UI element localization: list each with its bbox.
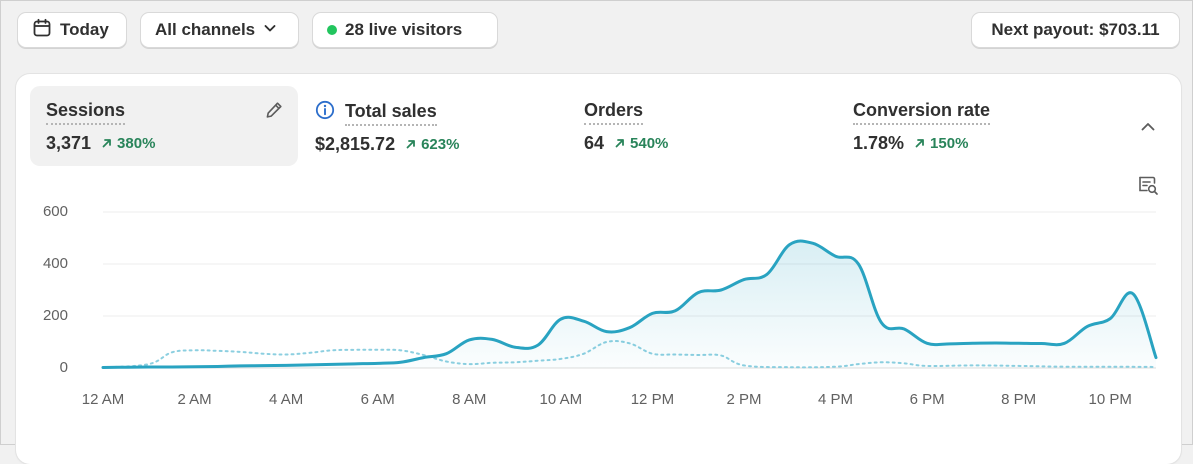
next-payout-button[interactable]: Next payout: $703.11 <box>971 12 1180 48</box>
metric-label: Total sales <box>345 101 437 126</box>
sessions-series-line <box>101 239 1158 369</box>
metric-orders[interactable]: Orders 64 540% <box>568 86 836 166</box>
x-tick-label: 4 AM <box>269 391 304 408</box>
x-tick-label: 12 PM <box>630 391 675 408</box>
channel-filter-dropdown[interactable]: All channels <box>140 12 299 48</box>
x-tick-label: 2 AM <box>177 391 212 408</box>
metric-label: Orders <box>584 100 644 125</box>
channel-filter-label: All channels <box>155 20 256 39</box>
x-tick-label: 8 PM <box>1001 391 1037 408</box>
x-tick-label: 10 PM <box>1088 391 1132 408</box>
metric-delta-value: 380% <box>117 134 156 152</box>
x-tick-label: 10 AM <box>539 391 583 408</box>
date-range-button[interactable]: Today <box>17 12 127 48</box>
x-tick-label: 8 AM <box>452 391 487 408</box>
metric-total-sales[interactable]: Total sales $2,815.72 623% <box>299 86 567 166</box>
metric-delta: 150% <box>914 135 968 152</box>
x-tick-label: 6 AM <box>360 391 395 408</box>
chevron-down-icon <box>263 20 277 40</box>
metric-delta: 380% <box>101 135 155 152</box>
metric-delta-value: 623% <box>421 135 460 153</box>
metric-conversion-rate[interactable]: Conversion rate 1.78% 150% <box>837 86 1105 166</box>
metric-label: Conversion rate <box>853 100 991 125</box>
x-tick-label: 2 PM <box>726 391 762 408</box>
y-tick-label: 200 <box>42 307 68 324</box>
x-tick-label: 4 PM <box>818 391 854 408</box>
metric-delta: 540% <box>614 135 668 152</box>
live-visitors-label: 28 live visitors <box>345 20 463 39</box>
pencil-icon[interactable] <box>264 100 284 125</box>
analytics-card: Sessions 3,371 380% Total sales $2,815.7… <box>16 74 1181 464</box>
date-range-label: Today <box>60 20 109 39</box>
metric-delta: 623% <box>405 136 459 153</box>
info-icon[interactable] <box>315 100 335 125</box>
live-visitors-button[interactable]: 28 live visitors <box>312 12 498 48</box>
trend-up-icon <box>406 140 415 149</box>
metric-delta-value: 150% <box>930 134 969 152</box>
x-tick-label: 12 AM <box>81 391 125 408</box>
chart-plot <box>101 211 1158 369</box>
metric-label: Sessions <box>46 100 126 125</box>
trend-up-icon <box>615 139 624 148</box>
metric-value: 64 <box>584 133 605 153</box>
metric-value: 1.78% <box>853 133 905 153</box>
chart-inspect-icon[interactable] <box>1137 174 1159 201</box>
trend-up-icon <box>915 139 924 148</box>
metric-sessions[interactable]: Sessions 3,371 380% <box>30 86 298 166</box>
x-tick-label: 6 PM <box>909 391 945 408</box>
calendar-icon <box>32 18 52 43</box>
live-indicator-icon <box>327 25 337 35</box>
sessions-series-area <box>103 240 1156 368</box>
y-tick-label: 0 <box>59 359 68 376</box>
metric-value: 3,371 <box>46 133 92 153</box>
trend-up-icon <box>102 139 111 148</box>
metric-delta-value: 540% <box>630 134 669 152</box>
metric-value: $2,815.72 <box>315 134 396 154</box>
chevron-up-icon[interactable] <box>1139 118 1157 141</box>
y-tick-label: 600 <box>42 203 68 220</box>
next-payout-label: Next payout: $703.11 <box>991 20 1160 39</box>
y-tick-label: 400 <box>42 255 68 272</box>
